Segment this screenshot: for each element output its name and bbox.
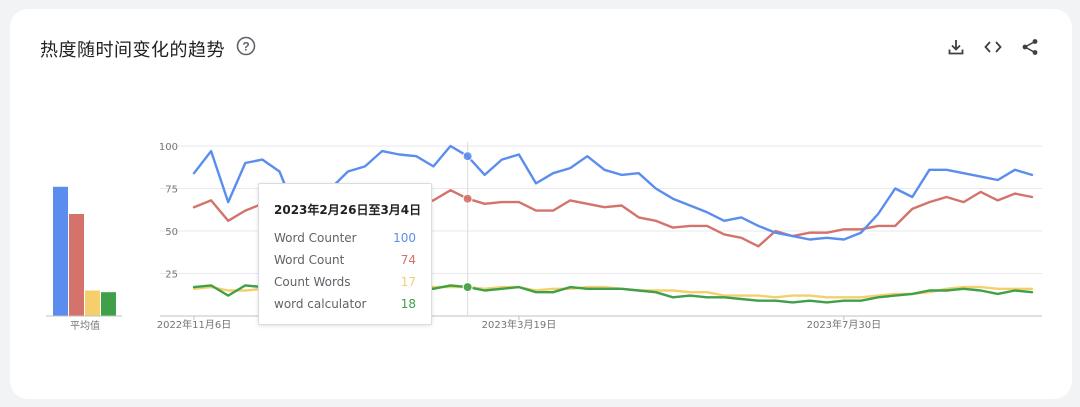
tooltip-row: Word Count 74: [274, 253, 416, 269]
y-tick-label: 50: [165, 227, 178, 238]
download-icon[interactable]: [946, 37, 966, 57]
help-circle-icon[interactable]: ?: [236, 36, 256, 56]
average-label: 平均值: [70, 319, 100, 332]
hover-point: [462, 151, 473, 162]
x-tick-label: 2023年3月19日: [482, 318, 557, 331]
embed-code-icon[interactable]: [983, 37, 1003, 57]
tooltip-series-name: Word Count: [274, 253, 345, 267]
tooltip-row: Word Counter 100: [274, 231, 416, 247]
chart-card: [10, 9, 1072, 399]
tooltip-series-value: 74: [400, 253, 416, 267]
tooltip-series-value: 18: [400, 297, 416, 311]
tooltip-series-value: 100: [393, 231, 416, 245]
tooltip-date: 2023年2月26日至3月4日: [274, 203, 422, 217]
svg-text:?: ?: [242, 40, 249, 54]
hover-point: [462, 282, 473, 293]
y-tick-label: 100: [159, 142, 178, 153]
average-bar: [69, 214, 84, 316]
tooltip-series-name: word calculator: [274, 297, 367, 311]
tooltip-row: word calculator 18: [274, 297, 416, 313]
average-bar: [85, 290, 100, 316]
page-title: 热度随时间变化的趋势: [40, 40, 225, 61]
tooltip-series-name: Word Counter: [274, 231, 357, 245]
x-tick-label: 2022年11月6日: [157, 318, 232, 331]
share-icon[interactable]: [1020, 37, 1040, 57]
x-tick-label: 2023年7月30日: [807, 318, 882, 331]
hover-point: [462, 193, 473, 204]
y-tick-label: 25: [165, 270, 178, 281]
average-bar: [101, 292, 116, 316]
hover-tooltip: 2023年2月26日至3月4日 Word Counter 100 Word Co…: [258, 183, 432, 325]
average-bar: [53, 186, 68, 316]
tooltip-series-name: Count Words: [274, 275, 351, 289]
tooltip-series-value: 17: [400, 275, 416, 289]
tooltip-row: Count Words 17: [274, 275, 416, 291]
y-tick-label: 75: [165, 185, 178, 196]
